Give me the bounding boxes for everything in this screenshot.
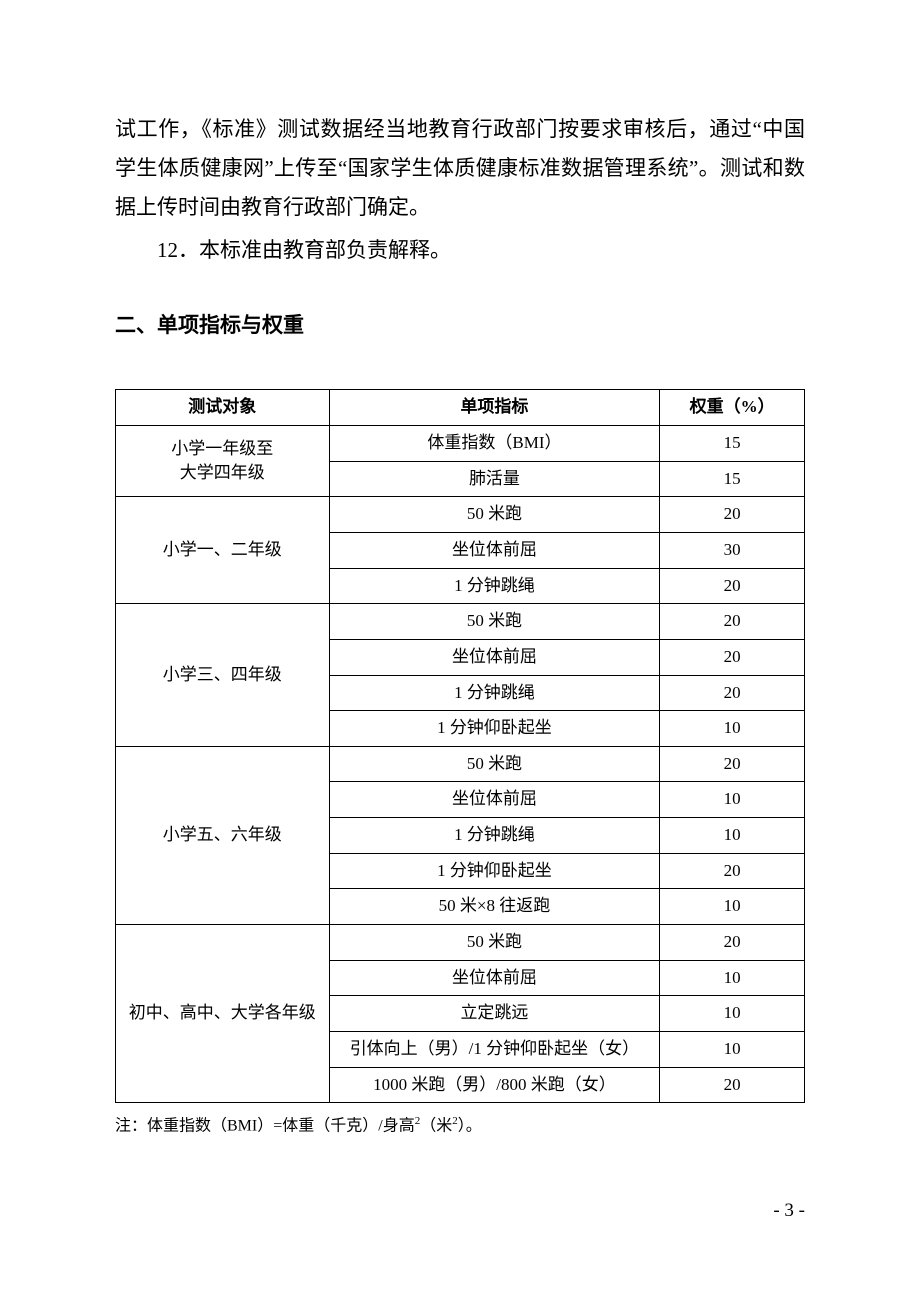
cell-weight: 10	[660, 996, 805, 1032]
cell-weight: 20	[660, 675, 805, 711]
body-paragraph-1: 试工作，《标准》测试数据经当地教育行政部门按要求审核后，通过“中国学生体质健康网…	[115, 110, 805, 227]
indicator-table: 测试对象 单项指标 权重（%） 小学一年级至大学四年级体重指数（BMI）15肺活…	[115, 389, 805, 1103]
cell-weight: 10	[660, 782, 805, 818]
cell-subject: 小学五、六年级	[116, 746, 330, 924]
header-weight: 权重（%）	[660, 390, 805, 426]
cell-weight: 10	[660, 889, 805, 925]
table-row: 小学三、四年级50 米跑20	[116, 604, 805, 640]
section-heading: 二、单项指标与权重	[115, 309, 805, 339]
cell-weight: 15	[660, 461, 805, 497]
cell-indicator: 1000 米跑（男）/800 米跑（女）	[329, 1067, 660, 1103]
cell-weight: 20	[660, 853, 805, 889]
table-row: 小学一、二年级50 米跑20	[116, 497, 805, 533]
cell-weight: 20	[660, 568, 805, 604]
header-subject: 测试对象	[116, 390, 330, 426]
table-header-row: 测试对象 单项指标 权重（%）	[116, 390, 805, 426]
indicator-table-wrapper: 测试对象 单项指标 权重（%） 小学一年级至大学四年级体重指数（BMI）15肺活…	[115, 389, 805, 1103]
cell-subject: 小学一、二年级	[116, 497, 330, 604]
cell-subject: 初中、高中、大学各年级	[116, 924, 330, 1102]
cell-indicator: 50 米跑	[329, 604, 660, 640]
cell-subject: 小学一年级至大学四年级	[116, 426, 330, 497]
cell-weight: 20	[660, 746, 805, 782]
cell-indicator: 1 分钟跳绳	[329, 818, 660, 854]
cell-indicator: 1 分钟跳绳	[329, 675, 660, 711]
header-indicator: 单项指标	[329, 390, 660, 426]
table-row: 初中、高中、大学各年级50 米跑20	[116, 924, 805, 960]
cell-indicator: 立定跳远	[329, 996, 660, 1032]
cell-weight: 15	[660, 426, 805, 462]
cell-indicator: 体重指数（BMI）	[329, 426, 660, 462]
note-text-prefix: 注：体重指数（BMI）=体重（千克）/身高	[115, 1118, 415, 1135]
table-row: 小学一年级至大学四年级体重指数（BMI）15	[116, 426, 805, 462]
cell-weight: 10	[660, 818, 805, 854]
cell-indicator: 50 米×8 往返跑	[329, 889, 660, 925]
cell-indicator: 1 分钟跳绳	[329, 568, 660, 604]
cell-indicator: 50 米跑	[329, 497, 660, 533]
cell-indicator: 坐位体前屈	[329, 960, 660, 996]
cell-subject: 小学三、四年级	[116, 604, 330, 747]
cell-indicator: 坐位体前屈	[329, 639, 660, 675]
cell-indicator: 1 分钟仰卧起坐	[329, 711, 660, 747]
table-row: 小学五、六年级50 米跑20	[116, 746, 805, 782]
cell-weight: 20	[660, 604, 805, 640]
cell-weight: 20	[660, 497, 805, 533]
cell-indicator: 1 分钟仰卧起坐	[329, 853, 660, 889]
cell-weight: 30	[660, 532, 805, 568]
cell-indicator: 坐位体前屈	[329, 782, 660, 818]
cell-indicator: 引体向上（男）/1 分钟仰卧起坐（女）	[329, 1031, 660, 1067]
page-number: - 3 -	[773, 1200, 805, 1222]
cell-indicator: 50 米跑	[329, 746, 660, 782]
cell-weight: 20	[660, 639, 805, 675]
cell-indicator: 肺活量	[329, 461, 660, 497]
cell-weight: 10	[660, 1031, 805, 1067]
cell-weight: 20	[660, 1067, 805, 1103]
cell-weight: 10	[660, 711, 805, 747]
cell-indicator: 50 米跑	[329, 924, 660, 960]
note-text-suffix: ）。	[458, 1118, 482, 1135]
note-text-mid: （米	[420, 1118, 452, 1135]
table-note: 注：体重指数（BMI）=体重（千克）/身高2（米2）。	[115, 1113, 805, 1139]
cell-weight: 10	[660, 960, 805, 996]
cell-indicator: 坐位体前屈	[329, 532, 660, 568]
cell-weight: 20	[660, 924, 805, 960]
body-paragraph-2: 12．本标准由教育部负责解释。	[115, 231, 805, 270]
